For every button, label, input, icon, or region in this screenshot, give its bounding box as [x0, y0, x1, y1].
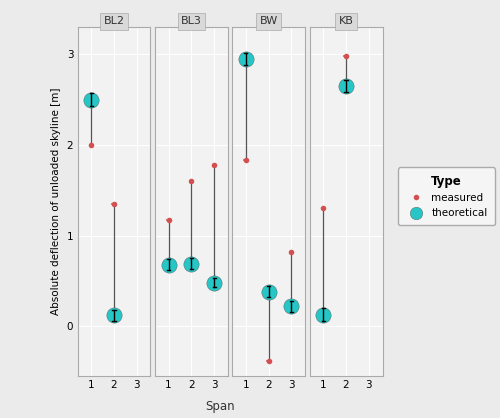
Title: KB: KB — [338, 16, 353, 26]
Title: BL2: BL2 — [104, 16, 124, 26]
Text: Span: Span — [205, 400, 235, 413]
Title: BL3: BL3 — [181, 16, 202, 26]
Legend: measured, theoretical: measured, theoretical — [398, 168, 495, 225]
Title: BW: BW — [260, 16, 278, 26]
Y-axis label: Absolute deflection of unloaded skyline [m]: Absolute deflection of unloaded skyline … — [51, 88, 61, 316]
